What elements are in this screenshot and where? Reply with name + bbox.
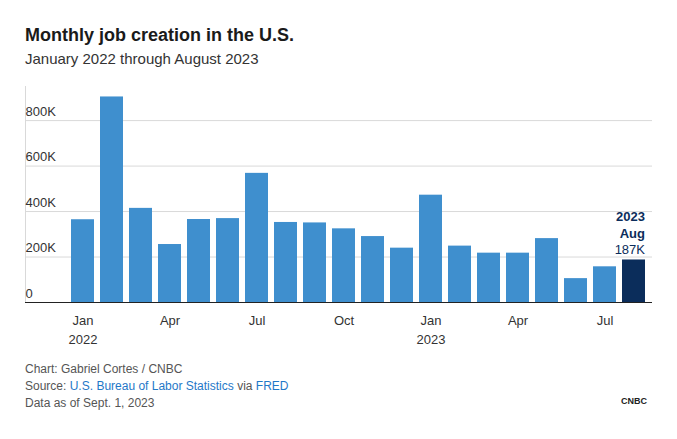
svg-text:Apr: Apr [160, 313, 181, 328]
svg-text:200K: 200K [26, 240, 57, 255]
svg-text:800K: 800K [26, 104, 57, 119]
svg-text:Apr: Apr [508, 313, 529, 328]
html-text:January 2022 through August 20: January 2022 through August 2023 [25, 50, 259, 67]
svg-text:Jul: Jul [597, 313, 614, 328]
svg-text:2023Aug: 2023Aug [616, 209, 645, 241]
svg-text:600K: 600K [26, 149, 57, 164]
svg-text:Oct: Oct [334, 313, 355, 328]
svg-text:0: 0 [26, 286, 33, 301]
html-text:Monthly job creation in the U.: Monthly job creation in the U.S. [25, 25, 294, 45]
svg-text:Jan2023: Jan2023 [417, 313, 446, 347]
html-text:Data as of Sept. 1, 2023: Data as of Sept. 1, 2023 [25, 396, 155, 410]
svg-text:187K: 187K [615, 242, 646, 257]
html-text:Chart: Gabriel Cortes / CNBC: Chart: Gabriel Cortes / CNBC [25, 362, 183, 376]
svg-text:Jan2022: Jan2022 [69, 313, 98, 347]
svg-text:400K: 400K [26, 195, 57, 210]
svg-text:Jul: Jul [249, 313, 266, 328]
html-text:Source: U.S. Bureau of Labor S: Source: U.S. Bureau of Labor Statistics … [25, 379, 289, 393]
html-text:CNBC: CNBC [621, 396, 647, 406]
